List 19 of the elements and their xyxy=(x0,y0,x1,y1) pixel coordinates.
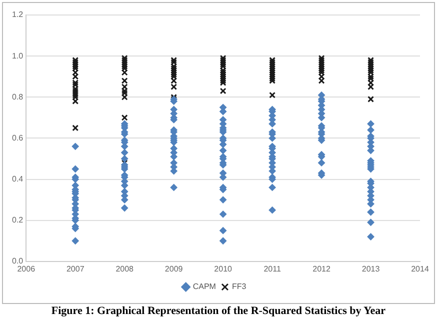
x-tick-label: 2008 xyxy=(116,264,134,274)
y-tick-label: 0.0 xyxy=(12,256,24,266)
x-tick-label: 2013 xyxy=(362,264,380,274)
y-tick-label: 0.8 xyxy=(12,92,24,102)
x-tick-label: 2014 xyxy=(411,264,430,274)
y-tick-label: 0.2 xyxy=(12,216,24,225)
y-tick-label: 1.2 xyxy=(12,10,24,20)
y-tick-label: 0.6 xyxy=(12,133,24,142)
x-tick-label: 2009 xyxy=(164,264,184,274)
caption: Figure 1: Graphical Representation of the R-Squared Statistics by Year xyxy=(50,305,387,317)
x-tick-label: 2006 xyxy=(17,264,36,274)
x-tick-label: 2007 xyxy=(66,264,85,274)
x-tick-label: 2011 xyxy=(264,264,282,274)
legend-label: FF3 xyxy=(232,282,247,292)
x-tick-label: 2012 xyxy=(312,264,331,274)
legend-label: CAPM xyxy=(192,282,216,292)
y-tick-label: 0.4 xyxy=(12,174,24,184)
x-tick-label: 2010 xyxy=(214,264,233,274)
y-tick-label: 1.0 xyxy=(12,51,24,60)
